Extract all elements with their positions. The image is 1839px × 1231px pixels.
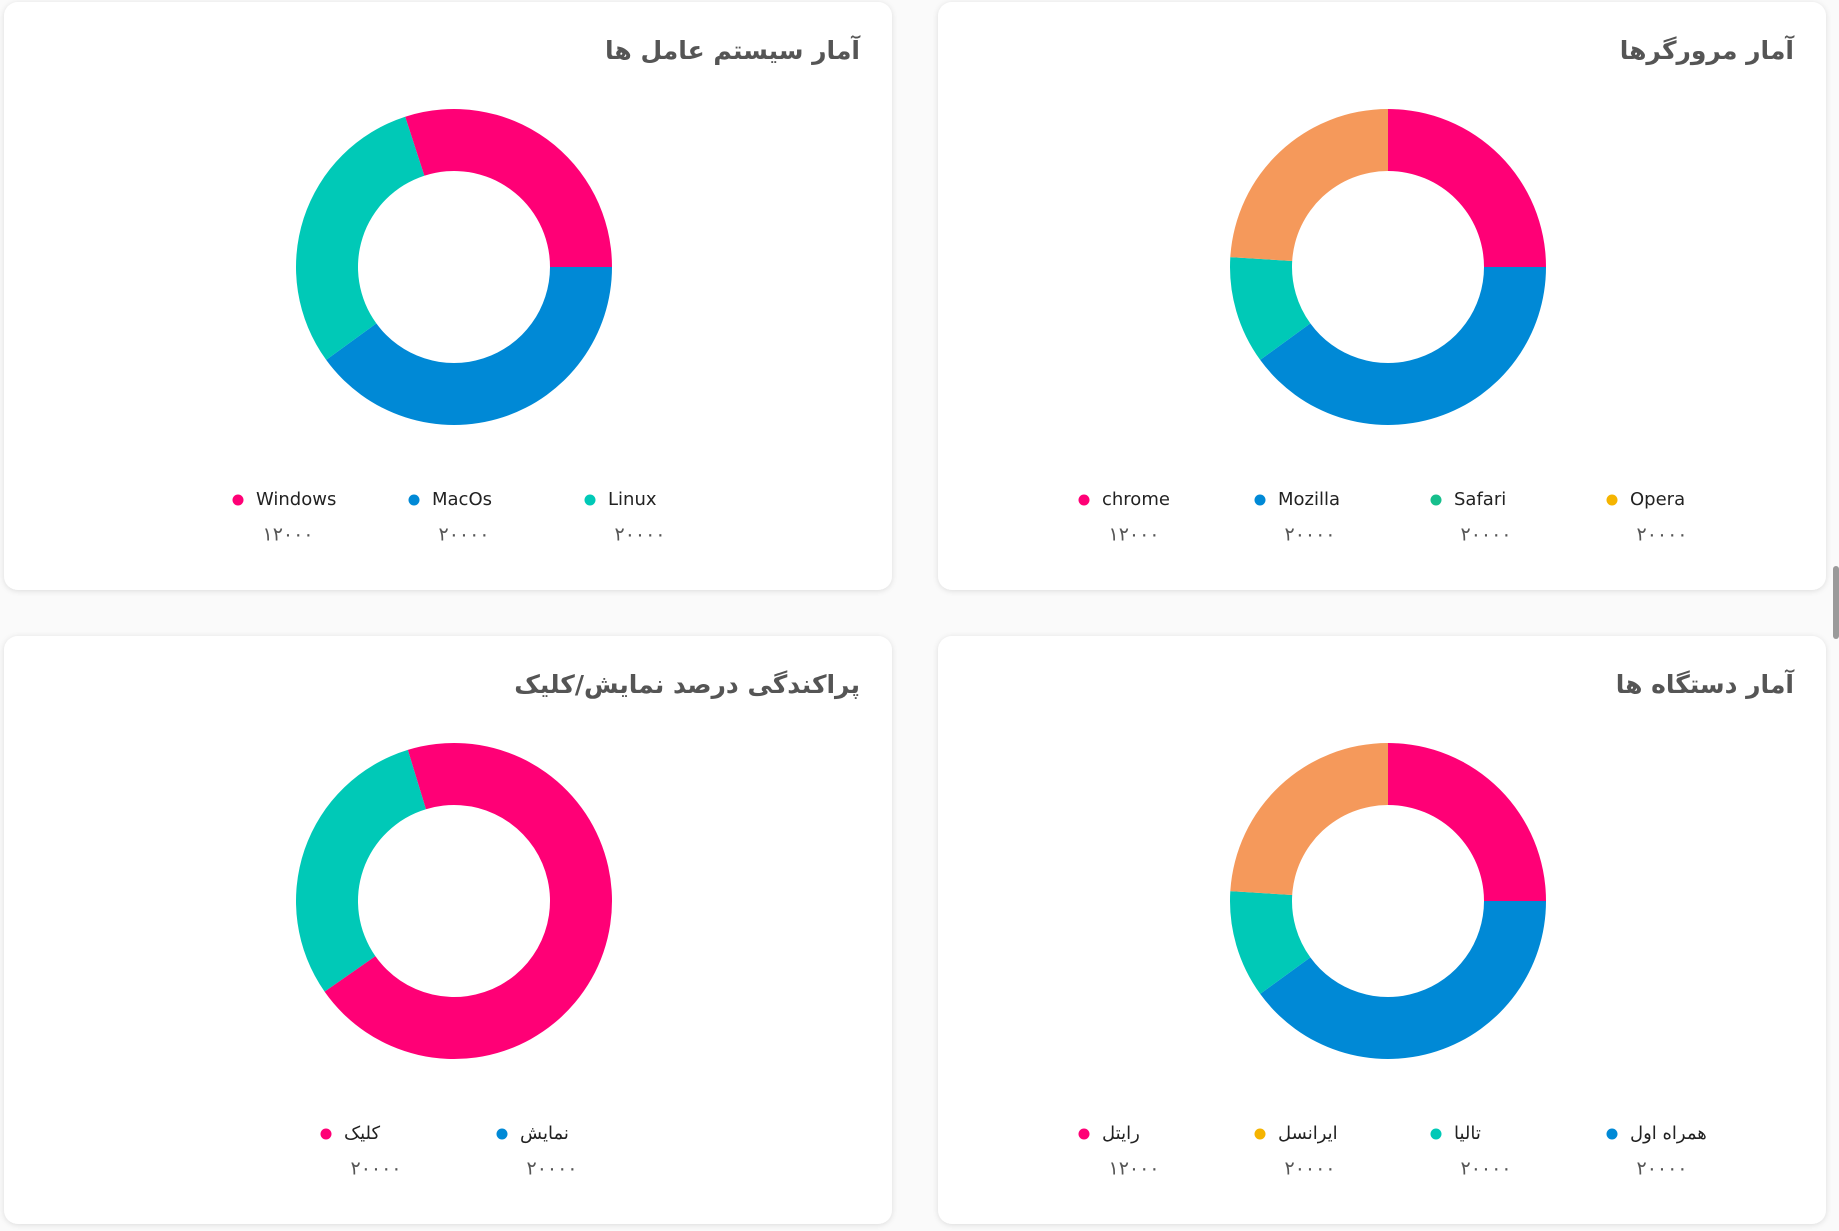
chart-title: پراکندگی درصد نمایش/کلیک — [514, 670, 860, 700]
legend-dot — [584, 494, 596, 506]
legend-dot — [1430, 494, 1442, 506]
card-background — [938, 636, 1826, 1224]
chart-title: آمار دستگاه ها — [1616, 669, 1796, 699]
donut-slice — [1260, 901, 1546, 1059]
donut-slice — [1260, 267, 1546, 425]
legend-dot — [408, 494, 420, 506]
donut-slice — [296, 749, 426, 992]
legend-dot — [1254, 494, 1266, 506]
legend-dot — [1078, 1128, 1090, 1140]
legend-dot — [1078, 494, 1090, 506]
donut-slice — [1230, 891, 1311, 994]
donut-slice — [1230, 109, 1388, 261]
legend-dot — [232, 494, 244, 506]
legend-label: MacOs — [432, 489, 492, 510]
card-background — [4, 636, 892, 1224]
legend-label: رایتل — [1102, 1123, 1140, 1144]
legend-label: Opera — [1630, 489, 1685, 510]
legend-dot — [1430, 1128, 1442, 1140]
chart-title: آمار مرورگرها — [1620, 35, 1796, 66]
card-background — [938, 2, 1826, 590]
donut-slice — [1230, 257, 1311, 360]
legend-value: ۲۰۰۰۰ — [614, 524, 665, 546]
donut-slice — [405, 109, 612, 267]
scrollbar[interactable] — [1833, 566, 1839, 639]
chart-card: آمار دستگاه ها رایتل ۱۲۰۰۰ ایرانسل ۲۰۰۰۰ تالی… — [938, 636, 1826, 1224]
chart-card: پراکندگی درصد نمایش/کلیک کلیک ۲۰۰۰۰ نمایش ۲۰… — [4, 636, 892, 1224]
legend-label: نمایش — [520, 1123, 569, 1144]
legend-label: ایرانسل — [1278, 1123, 1338, 1144]
legend-value: ۲۰۰۰۰ — [1636, 524, 1687, 546]
legend-label: همراه اول — [1630, 1123, 1707, 1144]
chart-title: آمار سیستم عامل ها — [605, 35, 861, 65]
legend-value: ۱۲۰۰۰ — [1108, 1158, 1159, 1180]
legend-value: ۲۰۰۰۰ — [1284, 524, 1335, 546]
legend-dot — [1606, 1128, 1618, 1140]
donut-slice — [1388, 109, 1546, 267]
legend-dot — [1606, 494, 1618, 506]
legend-label: Linux — [608, 489, 657, 510]
legend-value: ۲۰۰۰۰ — [1460, 1158, 1511, 1180]
donut-slice — [1388, 743, 1546, 901]
legend-label: Mozilla — [1278, 489, 1340, 510]
donut-slice — [326, 267, 612, 425]
legend-dot — [1254, 1128, 1266, 1140]
card-background — [4, 2, 892, 590]
legend-dot — [320, 1128, 332, 1140]
legend-value: ۲۰۰۰۰ — [350, 1158, 401, 1180]
legend-value: ۱۲۰۰۰ — [262, 524, 313, 546]
legend-dot — [496, 1128, 508, 1140]
legend-label: Safari — [1454, 489, 1506, 510]
legend-label: کلیک — [344, 1123, 381, 1144]
legend-value: ۲۰۰۰۰ — [1284, 1158, 1335, 1180]
donut-slice — [296, 116, 425, 360]
legend-label: chrome — [1102, 489, 1170, 510]
legend-label: تالیا — [1454, 1123, 1481, 1144]
chart-card: آمار مرورگرها chrome ۱۲۰۰۰ Mozilla ۲۰۰۰۰ Safa… — [938, 2, 1826, 590]
legend-value: ۲۰۰۰۰ — [438, 524, 489, 546]
legend-value: ۲۰۰۰۰ — [1460, 524, 1511, 546]
legend-label: Windows — [256, 489, 336, 510]
donut-slice — [324, 743, 612, 1059]
chart-card: آمار سیستم عامل ها Windows ۱۲۰۰۰ MacOs ۲۰۰۰۰… — [4, 2, 892, 590]
legend-value: ۲۰۰۰۰ — [526, 1158, 577, 1180]
legend-value: ۲۰۰۰۰ — [1636, 1158, 1687, 1180]
donut-slice — [1230, 743, 1388, 895]
legend-value: ۱۲۰۰۰ — [1108, 524, 1159, 546]
